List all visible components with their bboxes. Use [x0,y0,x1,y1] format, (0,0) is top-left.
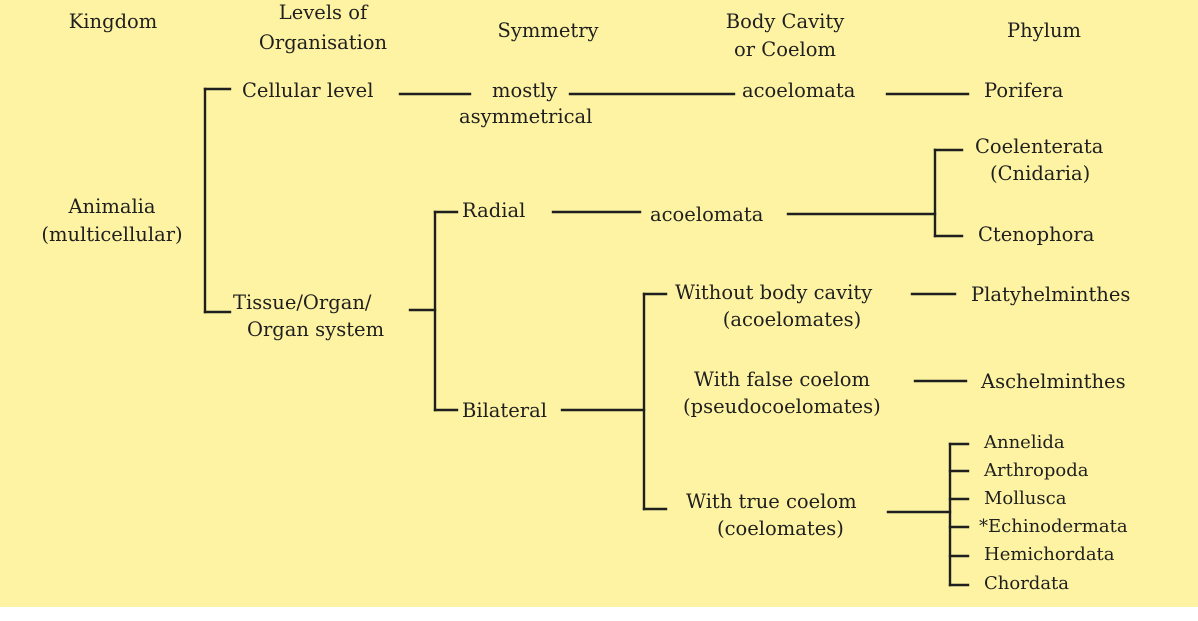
symmetry-mostly: mostly [492,79,558,102]
level-tissue-line1: Tissue/Organ/ [233,291,372,314]
header-levels-line2: Organisation [258,31,388,54]
phylum-cnidaria: (Cnidaria) [990,162,1091,185]
phylum-ctenophora: Ctenophora [978,223,1095,246]
cavity-without-line1: Without body cavity [675,281,873,304]
cavity-false-line2: (pseudocoelomates) [683,395,881,418]
phylum-arthropoda: Arthropoda [984,460,1089,481]
phylum-chordata: Chordata [984,573,1070,594]
cavity-acoelomata-cellular: acoelomata [742,79,856,102]
phylum-hemichordata: Hemichordata [984,544,1115,565]
phylum-mollusca: Mollusca [984,488,1067,509]
diagram-background [0,0,1198,607]
cavity-without-line2: (acoelomates) [722,308,862,331]
cavity-acoelomata-radial: acoelomata [650,203,764,226]
phylum-porifera: Porifera [984,79,1064,102]
cavity-true-line2: (coelomates) [717,517,844,540]
level-cellular: Cellular level [242,79,374,102]
cavity-true-line1: With true coelom [686,490,857,513]
phylum-platyhelminthes: Platyhelminthes [971,283,1131,306]
symmetry-asymmetrical: asymmetrical [459,105,593,128]
level-tissue-line2: Organ system [247,318,385,341]
header-cavity-line1: Body Cavity [725,10,845,33]
kingdom-multicellular: (multicellular) [41,223,183,246]
phylum-annelida: Annelida [984,432,1065,453]
phylum-aschelminthes: Aschelminthes [981,370,1126,393]
header-phylum: Phylum [1007,19,1081,42]
cavity-false-line1: With false coelom [694,368,871,391]
phylum-echinodermata: *Echinodermata [979,516,1128,537]
kingdom-animalia: Animalia [68,195,156,218]
header-levels-line1: Levels of [278,1,368,24]
symmetry-radial: Radial [462,199,526,222]
header-cavity-line2: or Coelom [734,38,836,61]
phylum-coelenterata: Coelenterata [975,135,1104,158]
symmetry-bilateral: Bilateral [462,399,547,422]
header-kingdom: Kingdom [68,10,158,33]
header-symmetry: Symmetry [497,19,599,42]
